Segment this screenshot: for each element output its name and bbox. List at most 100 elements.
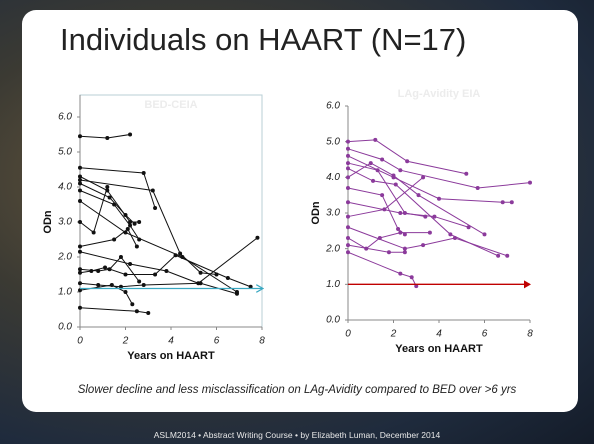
data-point [78,244,82,249]
y-tick-label: 2.0 [325,243,340,254]
data-point [164,269,169,273]
data-point [134,244,139,249]
series-line [79,186,108,234]
data-point [346,250,350,255]
series-line [347,244,405,253]
data-point [416,193,421,198]
data-point [137,279,142,284]
data-point [78,181,82,186]
x-tick-label: 2 [122,336,129,347]
data-point [178,251,183,256]
data-point [402,246,407,251]
data-point [368,161,373,166]
data-point [128,262,133,266]
data-point [346,200,350,205]
data-point [509,200,514,205]
series-line [347,139,467,175]
series-line [79,237,258,284]
y-tick-label: 0.0 [326,315,340,326]
y-tick-label: 4.0 [58,182,72,193]
data-point [150,188,155,193]
data-point [78,199,82,203]
data-point [78,249,82,254]
y-tick-label: 6.0 [326,101,340,112]
data-point [107,195,112,200]
data-point [128,132,133,137]
x-tick-label: 2 [390,329,397,340]
y-axis-title: ODn [310,201,322,225]
data-point [421,175,426,180]
y-tick-label: 5.0 [58,147,72,158]
data-point [409,275,414,280]
data-point [346,175,350,180]
data-point [393,182,398,187]
data-point [398,168,403,173]
data-point [78,270,82,275]
data-point [128,223,133,228]
data-point [496,253,501,258]
x-axis-title: Years on HAART [127,350,215,362]
chart-title: BED-CEIA [144,99,197,111]
data-point [346,153,350,158]
data-point [118,255,123,259]
data-point [78,178,82,182]
data-point [248,284,253,289]
data-point [89,269,94,273]
data-point [141,283,146,287]
y-tick-label: 3.0 [58,217,72,228]
data-point [398,230,403,235]
y-tick-label: 0.0 [58,322,72,333]
data-point [173,253,178,258]
x-tick-label: 6 [214,336,220,347]
data-point [125,227,130,231]
x-tick-label: 0 [345,329,351,340]
data-point [105,136,110,140]
data-point [109,283,114,287]
data-point [421,243,426,248]
series-line [79,134,131,139]
data-point [130,302,135,307]
data-point [448,232,453,237]
data-point [380,157,385,162]
data-point [153,206,158,210]
data-point [437,196,441,201]
data-point [118,284,123,289]
y-tick-label: 6.0 [58,112,72,123]
series-line [347,251,417,287]
data-point [500,200,505,205]
data-point [377,235,382,240]
data-point [137,220,142,224]
slide-title: Individuals on HAART (N=17) [60,22,467,57]
data-point [198,270,203,275]
chart-title: LAg-Avidity EIA [398,88,481,100]
data-point [466,225,471,230]
data-point [91,230,96,235]
data-point [346,161,350,166]
data-point [382,207,387,212]
data-point [78,281,82,286]
data-point [346,225,350,230]
data-point [255,235,260,240]
data-point [96,283,101,287]
series-line [79,200,238,293]
data-point [78,188,82,193]
x-tick-label: 4 [436,329,442,340]
series-line [79,254,251,288]
data-point [134,309,139,314]
data-point [414,284,419,289]
data-point [78,165,82,170]
y-tick-label: 2.0 [57,252,72,263]
data-point [78,267,82,272]
x-tick-label: 8 [527,329,533,340]
data-point [146,311,151,315]
data-point [198,281,203,286]
data-point [346,146,350,151]
series-line [79,282,238,295]
data-point [432,214,437,219]
data-point [123,272,128,277]
series-line [347,226,508,257]
data-point [398,271,403,276]
y-tick-label: 4.0 [326,172,340,183]
data-point [371,178,376,183]
data-point [346,243,350,248]
